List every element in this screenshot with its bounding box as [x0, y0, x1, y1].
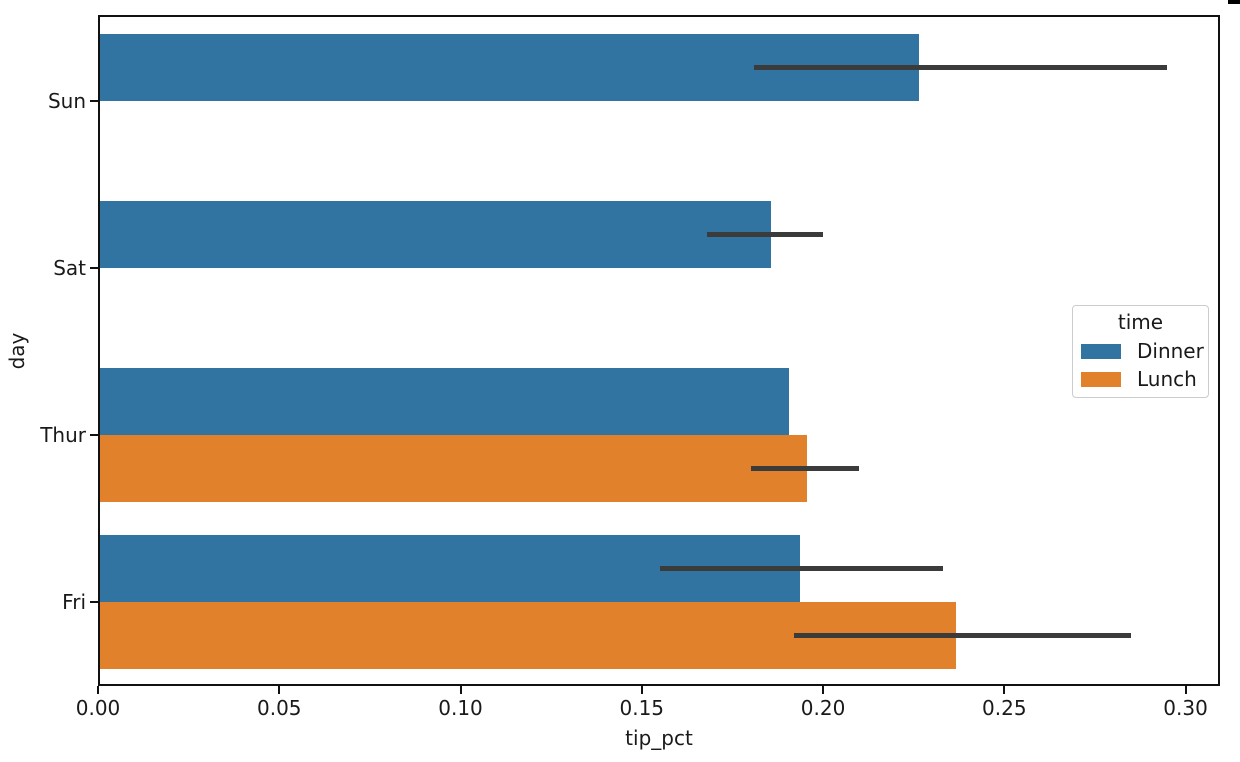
x-tick-label: 0.00	[75, 696, 121, 720]
bar-Thur-Lunch	[100, 435, 807, 503]
errorbar-Sun-Dinner	[754, 64, 1168, 70]
window-corner-artifact	[1228, 0, 1240, 4]
x-tick-label: 0.05	[256, 696, 302, 720]
legend-box: time Dinner Lunch	[1072, 305, 1209, 398]
x-tick-mark	[278, 686, 281, 694]
x-tick-label: 0.25	[982, 696, 1027, 720]
x-tick-label: 0.10	[438, 696, 483, 720]
lunch-swatch-icon	[1081, 371, 1121, 387]
dinner-swatch-icon	[1081, 343, 1121, 359]
y-tick-mark	[90, 601, 98, 604]
y-tick-label-Thur: Thur	[40, 423, 86, 448]
errorbar-Fri-Lunch	[794, 633, 1132, 639]
y-tick-mark	[90, 266, 98, 269]
y-tick-label-Sat: Sat	[53, 255, 86, 280]
y-axis-label: day	[5, 332, 29, 370]
x-tick-mark	[97, 686, 99, 694]
legend-entry-dinner: Dinner	[1081, 340, 1204, 362]
x-tick-mark	[459, 686, 462, 694]
y-tick-label-Fri: Fri	[62, 590, 86, 615]
errorbar-Thur-Lunch	[750, 466, 860, 472]
x-axis-label: tip_pct	[625, 726, 693, 750]
y-tick-mark	[90, 99, 98, 102]
legend-title: time	[1117, 310, 1164, 334]
legend-label-lunch: Lunch	[1137, 367, 1197, 391]
x-tick-label: 0.30	[1163, 696, 1208, 720]
x-tick-mark	[1003, 686, 1006, 694]
errorbar-Sat-Dinner	[707, 231, 824, 237]
x-tick-mark	[822, 686, 825, 694]
bar-Sat-Dinner	[100, 200, 771, 268]
x-tick-label: 0.15	[619, 696, 665, 720]
errorbar-Fri-Dinner	[659, 566, 943, 572]
x-tick-mark	[640, 686, 643, 694]
legend-entry-lunch: Lunch	[1081, 368, 1200, 390]
x-tick-mark	[1184, 686, 1187, 694]
bar-Thur-Dinner	[100, 368, 789, 436]
y-tick-label-Sun: Sun	[47, 88, 86, 113]
y-tick-mark	[90, 434, 98, 437]
x-tick-label: 0.20	[800, 696, 846, 720]
legend-label-dinner: Dinner	[1137, 339, 1204, 363]
